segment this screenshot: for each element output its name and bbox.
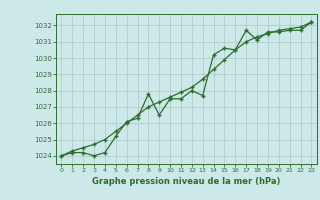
X-axis label: Graphe pression niveau de la mer (hPa): Graphe pression niveau de la mer (hPa) <box>92 177 281 186</box>
